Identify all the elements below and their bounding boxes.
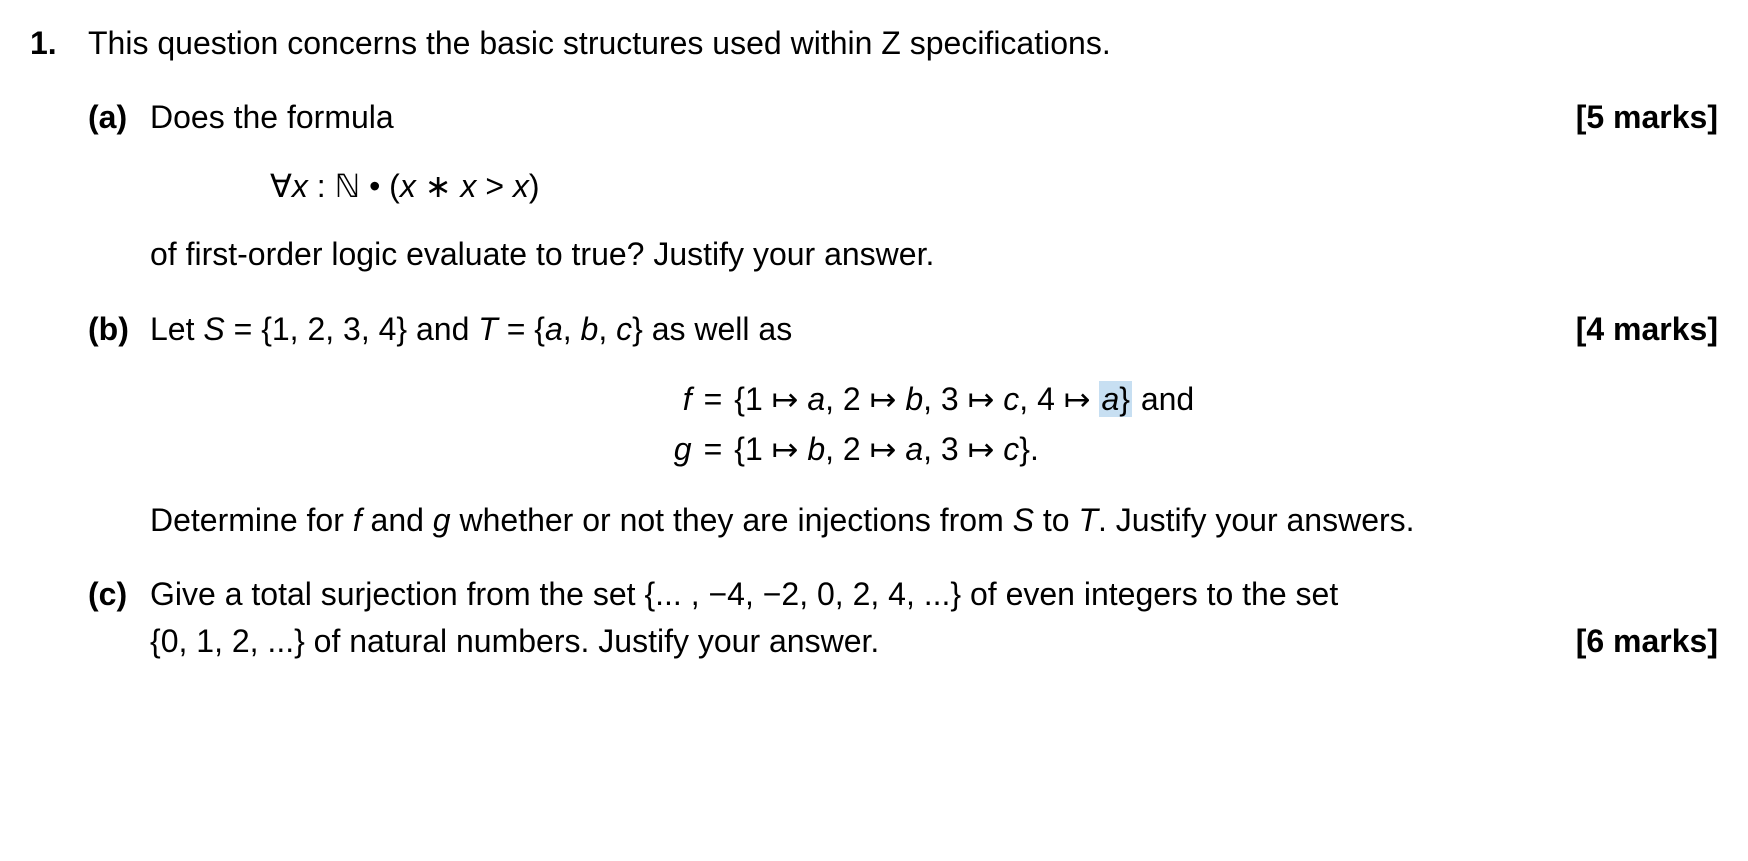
f3v: c	[1003, 381, 1019, 417]
g2v: a	[905, 431, 923, 467]
b-T: T	[478, 311, 498, 347]
var-x3: x	[513, 168, 529, 204]
g1k: 1	[745, 431, 763, 467]
var-x: x	[292, 168, 308, 204]
g2k: 2	[843, 431, 861, 467]
f-close: }	[1119, 381, 1130, 417]
b-eq1: =	[225, 311, 261, 347]
b-Sset: {1, 2, 3, 4}	[261, 311, 407, 347]
colon: :	[317, 168, 326, 204]
g-eq: =	[698, 424, 729, 474]
g3v: c	[1003, 431, 1019, 467]
f-tail: and	[1132, 381, 1194, 417]
ast-symbol: ∗	[425, 168, 452, 204]
f4v: a	[1101, 381, 1119, 417]
part-c-line1: Give a total surjection from the set {..…	[150, 571, 1718, 617]
f1m: ↦	[772, 381, 799, 417]
g2m: ↦	[870, 431, 897, 467]
f4-highlight: a}	[1099, 381, 1131, 417]
gt-symbol: >	[485, 168, 504, 204]
bf-S: S	[1013, 502, 1034, 538]
b-Tb: b	[581, 311, 599, 347]
part-b-marks: [4 marks]	[1556, 306, 1718, 352]
part-b: (b) Let S = {1, 2, 3, 4} and T = {a, b, …	[88, 306, 1718, 544]
part-b-follow: Determine for f and g whether or not the…	[150, 497, 1718, 543]
part-c-label: (c)	[88, 571, 150, 617]
question-body: This question concerns the basic structu…	[88, 20, 1718, 664]
b-Tc: c	[616, 311, 632, 347]
part-a-formula: ∀x : ℕ • (x ∗ x > x)	[270, 163, 1718, 209]
bf-T: T	[1078, 502, 1098, 538]
f2m: ↦	[870, 381, 897, 417]
close-paren: )	[529, 168, 540, 204]
b-lead-post: as well as	[643, 311, 792, 347]
var-x2: x	[460, 168, 476, 204]
f-body: {1 ↦ a, 2 ↦ b, 3 ↦ c, 4 ↦ a} and	[728, 374, 1200, 424]
f-eq: =	[698, 374, 729, 424]
bf-to: to	[1034, 502, 1078, 538]
f3k: 3	[941, 381, 959, 417]
part-b-topline: Let S = {1, 2, 3, 4} and T = {a, b, c} a…	[150, 306, 1718, 352]
bf-pre: Determine for	[150, 502, 353, 538]
g3k: 3	[941, 431, 959, 467]
part-c-body: Give a total surjection from the set {..…	[150, 571, 1718, 664]
part-a-topline: Does the formula [5 marks]	[150, 94, 1718, 140]
bf-f: f	[353, 502, 362, 538]
g1m: ↦	[772, 431, 799, 467]
f1k: 1	[745, 381, 763, 417]
part-c-line2: {0, 1, 2, ...} of natural numbers. Justi…	[150, 618, 1718, 664]
b-S: S	[203, 311, 224, 347]
b-lead-pre: Let	[150, 311, 203, 347]
var-x1: x	[400, 168, 416, 204]
part-a-marks: [5 marks]	[1556, 94, 1718, 140]
f1v: a	[807, 381, 825, 417]
g3m: ↦	[968, 431, 995, 467]
g-name: g	[674, 431, 692, 467]
g-open: {	[734, 431, 745, 467]
b-and1: and	[407, 311, 478, 347]
bf-and: and	[362, 502, 433, 538]
g-body: {1 ↦ b, 2 ↦ a, 3 ↦ c}.	[728, 424, 1200, 474]
f4k: 4	[1037, 381, 1055, 417]
part-a: (a) Does the formula [5 marks] ∀x : ℕ • …	[88, 94, 1718, 277]
bf-post: . Justify your answers.	[1098, 502, 1415, 538]
question-1: 1. This question concerns the basic stru…	[30, 20, 1718, 664]
forall-symbol: ∀	[270, 168, 292, 204]
b-Ta: a	[545, 311, 563, 347]
part-b-body: Let S = {1, 2, 3, 4} and T = {a, b, c} a…	[150, 306, 1718, 544]
part-b-formulae: f = {1 ↦ a, 2 ↦ b, 3 ↦ c, 4 ↦ a} and g =…	[150, 374, 1718, 475]
g-close: }.	[1019, 431, 1039, 467]
part-c-marks: [6 marks]	[1556, 618, 1718, 664]
part-a-follow: of first-order logic evaluate to true? J…	[150, 231, 1718, 277]
f2v: b	[905, 381, 923, 417]
open-paren: (	[389, 168, 400, 204]
nat-symbol: ℕ	[335, 168, 361, 204]
f3m: ↦	[968, 381, 995, 417]
question-number: 1.	[30, 20, 88, 66]
b-eq2: =	[498, 311, 534, 347]
f-name: f	[683, 381, 692, 417]
bf-mid: whether or not they are injections from	[451, 502, 1013, 538]
question-intro: This question concerns the basic structu…	[88, 20, 1718, 66]
f-open: {	[734, 381, 745, 417]
part-b-lead: Let S = {1, 2, 3, 4} and T = {a, b, c} a…	[150, 306, 792, 352]
bullet-symbol: •	[369, 168, 380, 204]
bf-g: g	[433, 502, 451, 538]
formula-f: f = {1 ↦ a, 2 ↦ b, 3 ↦ c, 4 ↦ a} and	[668, 374, 1200, 424]
f4m: ↦	[1064, 381, 1091, 417]
f2k: 2	[843, 381, 861, 417]
part-b-label: (b)	[88, 306, 150, 352]
part-a-label: (a)	[88, 94, 150, 140]
part-a-lead: Does the formula	[150, 94, 394, 140]
formula-g: g = {1 ↦ b, 2 ↦ a, 3 ↦ c}.	[668, 424, 1200, 474]
g1v: b	[807, 431, 825, 467]
part-c-line2-text: {0, 1, 2, ...} of natural numbers. Justi…	[150, 618, 879, 664]
part-c: (c) Give a total surjection from the set…	[88, 571, 1718, 664]
part-a-body: Does the formula [5 marks] ∀x : ℕ • (x ∗…	[150, 94, 1718, 277]
